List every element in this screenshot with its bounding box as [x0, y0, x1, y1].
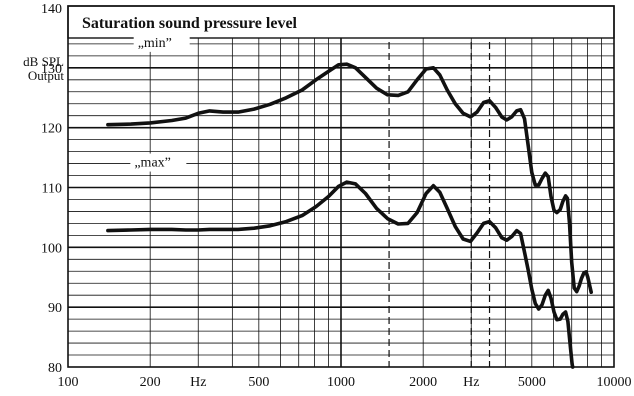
series-label-max: „max”	[134, 156, 171, 171]
plot-frame	[67, 5, 615, 368]
y-tick-label: 90	[48, 301, 62, 316]
series-label-bg	[133, 33, 190, 52]
x-tick-label: 10000	[597, 375, 632, 390]
tick-label-layer: 100 200 Hz 500 1000 2000 Hz 5000 10000 80 90 100 110…	[41, 2, 632, 390]
x-tick-label: 1000	[327, 375, 355, 390]
series-line-min	[106, 62, 593, 294]
x-tick-label: 2000	[409, 375, 437, 390]
grid-lines	[68, 6, 614, 367]
x-tick-label: Hz	[190, 375, 206, 390]
y-axis-label-line: dB SPL	[23, 54, 64, 69]
series-label-bg	[130, 153, 187, 172]
x-tick-label: 500	[248, 375, 269, 390]
y-tick-label: 120	[41, 122, 62, 137]
series-line-max	[106, 180, 575, 369]
series-layer	[106, 62, 593, 369]
series-label-layer: „min” „max”	[130, 33, 190, 172]
y-tick-label: 80	[48, 361, 62, 376]
x-tick-label: Hz	[463, 375, 479, 390]
y-tick-label: 110	[42, 182, 62, 197]
y-axis-label-line: Output	[28, 68, 65, 83]
x-tick-label: 200	[140, 375, 161, 390]
y-tick-label: 130	[41, 62, 62, 77]
y-tick-label: 100	[41, 241, 62, 256]
chart-title: Saturation sound pressure level	[82, 15, 298, 32]
y-tick-label: 140	[41, 2, 62, 17]
series-label-min: „min”	[138, 36, 172, 51]
x-tick-label: 100	[58, 375, 79, 390]
x-tick-label: 5000	[518, 375, 546, 390]
